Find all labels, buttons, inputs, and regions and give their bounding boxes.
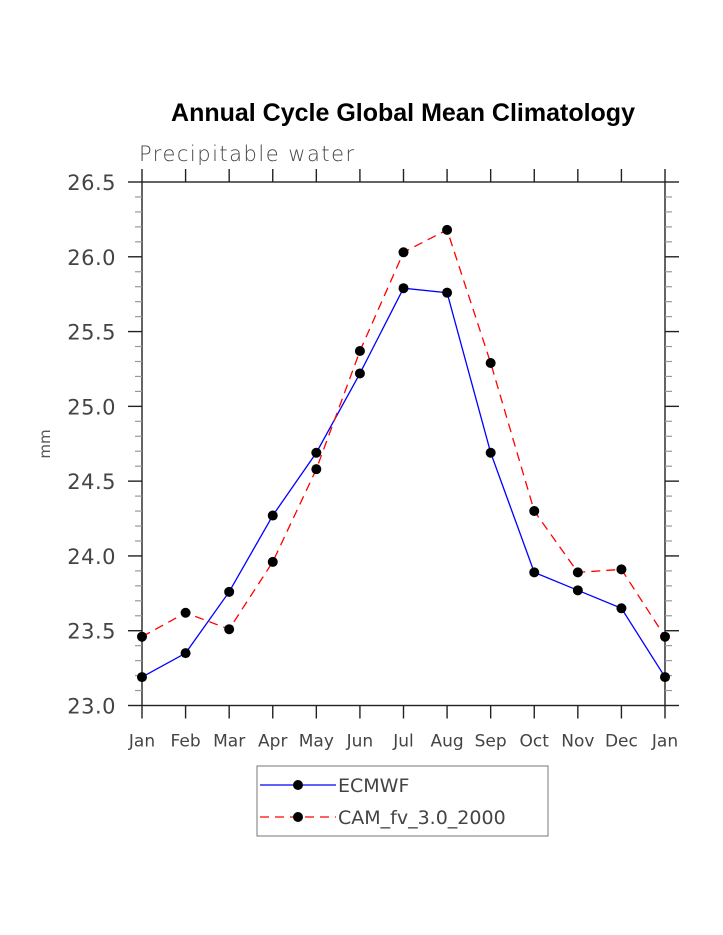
x-tick-label: Oct [520,732,550,752]
series-layer [137,224,670,683]
x-tick-label: Aug [430,732,463,752]
data-point [442,287,453,298]
x-tick-label: Jul [392,732,414,752]
data-point [398,283,409,294]
data-point [224,586,235,597]
x-tick-label: Nov [561,732,594,752]
data-point [616,564,627,575]
x-tick-label: May [299,732,334,752]
y-tick-label: 25.0 [67,395,116,419]
data-point [485,357,496,368]
x-tick-label: Jun [346,732,374,752]
data-point [354,368,365,379]
x-tick-label: Jan [651,732,678,752]
y-tick-label: 26.5 [67,171,116,195]
x-tick-label: Feb [171,732,201,752]
chart-title: Annual Cycle Global Mean Climatology [171,99,635,127]
data-point [267,510,278,521]
x-tick-label: Apr [258,732,287,752]
data-point [572,567,583,578]
data-point [529,567,540,578]
data-point [267,556,278,567]
data-point [660,631,670,642]
x-tick-label: Jan [128,732,155,752]
y-tick-label: 23.5 [67,620,116,644]
axes: 23.0 23.5 24.0 24.5 25.0 25.5 26.0 26.5 Jan Feb Ma… [67,169,679,752]
data-point [442,224,453,235]
y-tick-label: 24.0 [67,545,116,569]
legend-box [256,765,549,837]
y-tick-label: 26.0 [67,246,116,270]
data-point [485,447,496,458]
y-tick-label: 24.5 [67,470,116,494]
y-tick-label: 23.0 [67,695,116,719]
legend-label-cam: CAM_fv_3.0_2000 [338,807,506,829]
data-point [572,585,583,596]
series-line-ecmwf [141,287,666,678]
data-point [311,464,322,475]
chart-subtitle: Precipitable water [139,142,356,166]
legend-marker-ecmwf [293,780,303,790]
legend-marker-cam [293,812,303,822]
plot-frame [141,181,666,707]
data-point [616,603,627,614]
x-tick-label: Mar [213,732,245,752]
y-tick-label: 25.5 [67,321,116,345]
data-point [137,631,147,642]
x-tick-label: Sep [475,732,507,752]
legend-label-ecmwf: ECMWF [338,775,409,797]
x-tick-label: Dec [605,732,638,752]
data-point [529,506,540,517]
data-point [660,672,670,683]
data-point [180,607,191,618]
data-point [311,447,322,458]
data-point [224,624,235,635]
data-point [398,247,409,258]
y-axis-label: mm [36,429,54,458]
data-point [180,648,191,659]
data-point [137,672,147,683]
data-point [354,346,365,357]
legend: ECMWF CAM_fv_3.0_2000 [256,765,549,837]
